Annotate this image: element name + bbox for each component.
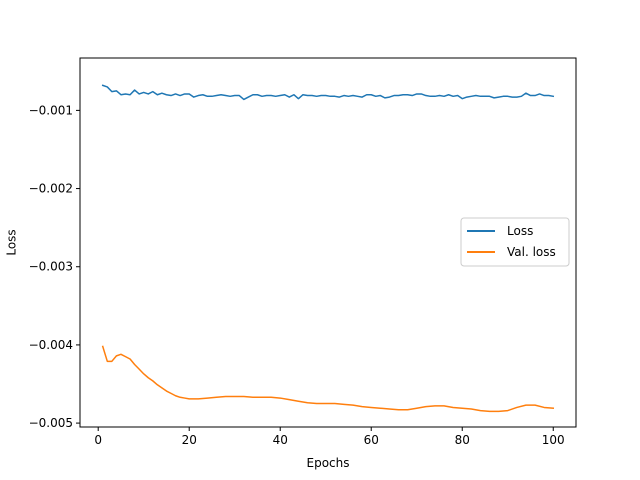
y-tick-label: −0.001 <box>29 103 73 117</box>
x-tick-label: 60 <box>364 433 379 447</box>
legend-label: Loss <box>507 224 533 238</box>
y-tick-label: −0.005 <box>29 416 73 430</box>
x-axis: 0 20 40 60 80 100 <box>94 427 565 447</box>
y-tick-label: −0.002 <box>29 182 73 196</box>
series-layer <box>101 84 555 413</box>
legend-label: Val. loss <box>507 245 556 259</box>
x-tick-label: 0 <box>94 433 102 447</box>
x-tick-label: 100 <box>542 433 565 447</box>
series-line-loss <box>101 84 555 101</box>
y-tick-label: −0.004 <box>29 338 73 352</box>
y-axis-title: Loss <box>5 229 19 255</box>
x-tick-label: 40 <box>273 433 288 447</box>
x-tick-label: 80 <box>455 433 470 447</box>
x-axis-title: Epochs <box>307 456 350 470</box>
legend: Loss Val. loss <box>460 217 570 267</box>
axes-frame <box>79 57 577 428</box>
series-line-val-loss <box>101 345 555 413</box>
y-tick-label: −0.003 <box>29 260 73 274</box>
x-tick-label: 20 <box>182 433 197 447</box>
y-axis: −0.001 −0.002 −0.003 −0.004 −0.005 <box>29 103 80 430</box>
